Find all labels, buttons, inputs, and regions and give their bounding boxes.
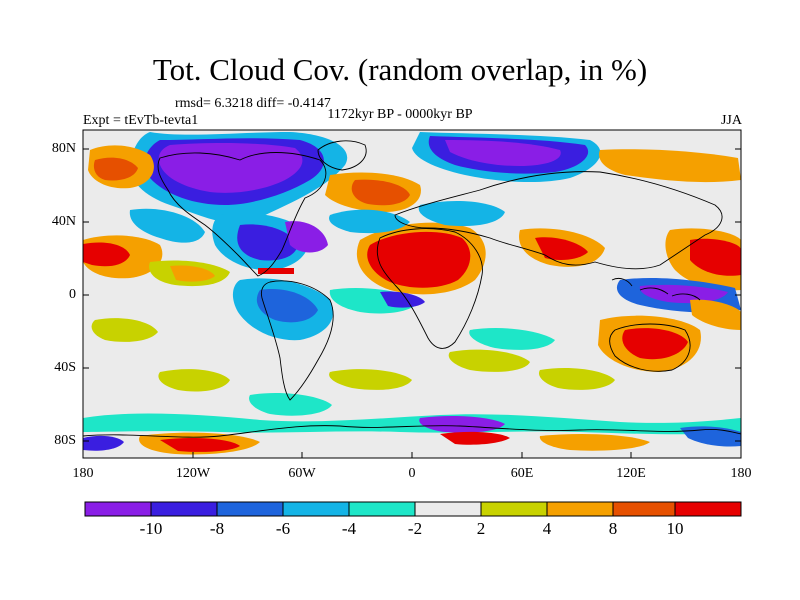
coastline-eurasia bbox=[394, 171, 723, 270]
season-label: JJA bbox=[720, 113, 742, 128]
colorbar-swatch bbox=[547, 502, 613, 516]
anomaly-region bbox=[418, 200, 505, 227]
colorbar-label: 10 bbox=[666, 519, 684, 538]
lat-label-80s: 80S bbox=[54, 433, 76, 448]
anomaly-region bbox=[83, 413, 741, 435]
rmsd-diff-stats: rmsd= 6.3218 diff= -0.4147 bbox=[175, 96, 331, 111]
anomaly-region bbox=[351, 179, 410, 206]
colorbar-swatch bbox=[283, 502, 349, 516]
colorbar-label: 4 bbox=[542, 519, 552, 538]
anomaly-region bbox=[237, 224, 298, 261]
colorbar-label: 8 bbox=[608, 519, 618, 538]
lon-label-60e: 60E bbox=[510, 466, 534, 481]
map-title: Tot. Cloud Cov. (random overlap, in %) bbox=[152, 52, 648, 87]
anomaly-region bbox=[158, 369, 230, 392]
lon-label-180w: 180 bbox=[72, 466, 94, 481]
anomaly-region bbox=[83, 435, 124, 451]
anomaly-region bbox=[285, 221, 328, 253]
lat-label-0: 0 bbox=[69, 287, 76, 302]
experiment-label: Expt = tEvTb-tevta1 bbox=[83, 113, 199, 128]
lat-label-40s: 40S bbox=[54, 360, 76, 375]
anomaly-region bbox=[535, 237, 588, 260]
lon-label-120e: 120E bbox=[616, 466, 646, 481]
coastline-south-america bbox=[260, 280, 334, 401]
lon-label-60w: 60W bbox=[288, 466, 316, 481]
anomaly-region bbox=[93, 157, 138, 181]
lon-label-120w: 120W bbox=[175, 466, 211, 481]
coastline-north-america bbox=[157, 152, 327, 277]
anomaly-region bbox=[160, 438, 240, 452]
anomaly-region bbox=[680, 426, 741, 447]
anomaly-region bbox=[690, 299, 741, 330]
anomaly-region bbox=[538, 368, 615, 390]
lon-label-180e: 180 bbox=[730, 466, 752, 481]
anomaly-region bbox=[622, 328, 688, 360]
anomaly-region bbox=[170, 265, 215, 282]
anomaly-region bbox=[83, 242, 130, 267]
colorbar-swatch bbox=[675, 502, 741, 516]
anomaly-region bbox=[129, 208, 205, 243]
colorbar-label: 2 bbox=[476, 519, 486, 538]
cloud-anomaly-field bbox=[83, 130, 741, 458]
coastline-maritime-continent bbox=[611, 277, 701, 301]
anomaly-region bbox=[419, 416, 505, 433]
time-period-label: 1172kyr BP - 0000kyr BP bbox=[327, 107, 473, 122]
lat-ticks bbox=[83, 148, 741, 442]
coastline-antarctica bbox=[83, 425, 741, 438]
colorbar-label: -8 bbox=[209, 519, 225, 538]
colorbar-swatch bbox=[151, 502, 217, 516]
colorbar-swatch bbox=[85, 502, 151, 516]
colorbar-label: -2 bbox=[407, 519, 423, 538]
anomaly-region bbox=[469, 328, 555, 350]
anomaly-region bbox=[599, 149, 741, 183]
anomaly-region bbox=[256, 289, 318, 323]
lon-label-0: 0 bbox=[408, 466, 416, 481]
lat-label-80n: 80N bbox=[51, 141, 76, 156]
anomaly-region bbox=[440, 431, 510, 445]
anomaly-region bbox=[539, 434, 650, 451]
anomaly-region bbox=[249, 393, 332, 416]
colorbar-label: -10 bbox=[139, 519, 163, 538]
anomaly-region bbox=[367, 231, 471, 288]
anomaly-region bbox=[690, 238, 741, 276]
colorbar bbox=[84, 501, 742, 517]
lat-label-40n: 40N bbox=[51, 214, 76, 229]
colorbar-label: -4 bbox=[341, 519, 357, 538]
anomaly-region bbox=[329, 209, 410, 234]
anomaly-region bbox=[258, 268, 294, 274]
coastlines bbox=[83, 140, 741, 438]
colorbar-swatch bbox=[217, 502, 283, 516]
coastline-africa bbox=[376, 228, 483, 349]
colorbar-swatch bbox=[349, 502, 415, 516]
anomaly-region bbox=[158, 143, 303, 193]
anomaly-region bbox=[445, 140, 561, 166]
colorbar-swatch bbox=[481, 502, 547, 516]
anomaly-region bbox=[448, 349, 530, 372]
colorbar-label: -6 bbox=[275, 519, 291, 538]
colorbar-frame bbox=[84, 501, 742, 517]
coastline-greenland bbox=[317, 140, 367, 171]
anomaly-region bbox=[329, 369, 412, 390]
lon-ticks bbox=[82, 452, 742, 458]
colorbar-swatch bbox=[613, 502, 675, 516]
anomaly-region bbox=[91, 318, 158, 342]
anomaly-region bbox=[380, 291, 425, 308]
coastline-australia bbox=[609, 323, 691, 372]
colorbar-swatch bbox=[415, 502, 481, 516]
